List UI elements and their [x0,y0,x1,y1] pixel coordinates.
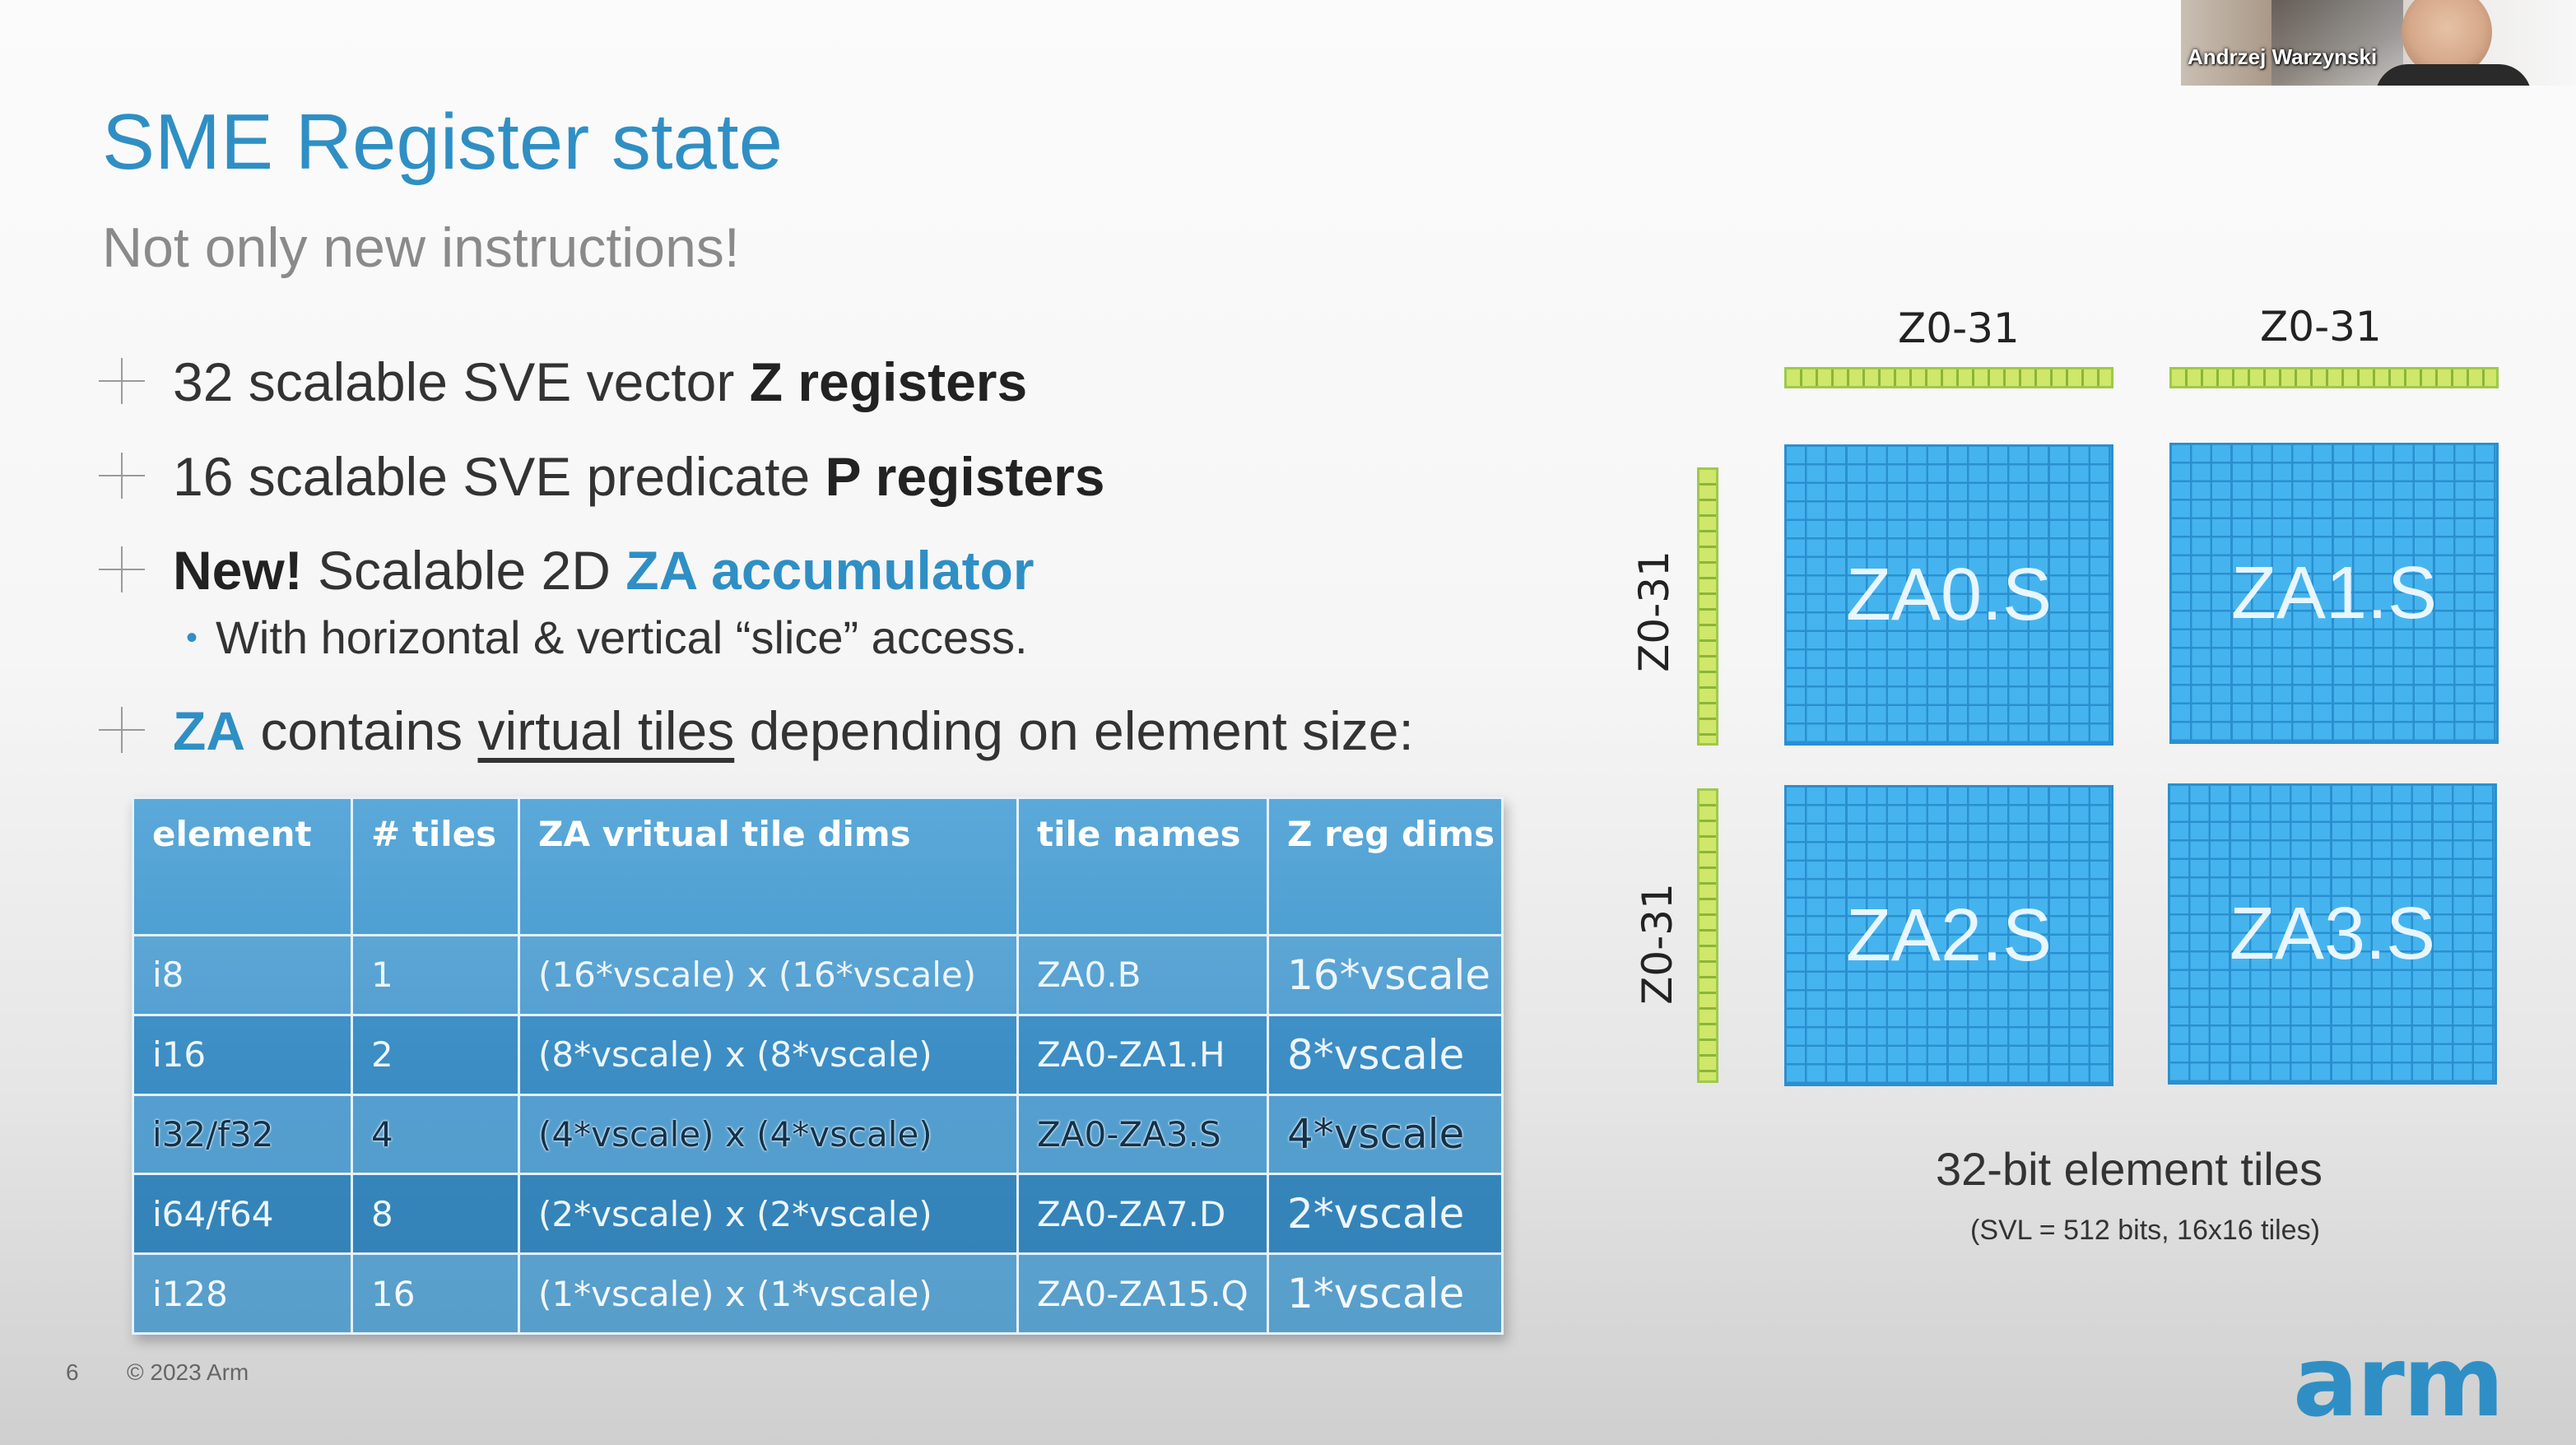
z-register-label-left-top: Z0-31 [1630,551,1678,672]
plus-bullet-icon [99,453,145,499]
tile-label: ZA3.S [2229,892,2436,975]
sub-bullet-slice-access: • With horizontal & vertical “slice” acce… [186,611,1028,664]
bullet-text: contains [244,700,478,761]
column-header: element [132,797,353,936]
table-cell: (8*vscale) x (8*vscale) [518,1013,1019,1096]
bullet-virtual-tiles: ZA contains virtual tiles depending on e… [99,699,1414,762]
table-cell: 2 [351,1013,520,1096]
table-cell: i32/f32 [132,1093,353,1176]
plus-bullet-icon [99,358,145,404]
table-cell: ZA0.B [1016,934,1269,1016]
tile-label: ZA2.S [1845,894,2053,977]
arm-logo: arm [2293,1325,2504,1438]
table-cell: i64/f64 [132,1173,353,1256]
table-cell: 1*vscale [1267,1252,1504,1335]
za-tile-2: ZA2.S [1784,785,2113,1086]
table-cell: 8 [351,1173,520,1256]
table-cell: 16*vscale [1267,934,1504,1016]
copyright-text: © 2023 Arm [127,1359,249,1385]
bullet-za-accumulator: New! Scalable 2D ZA accumulator [99,539,1035,602]
z-register-bar-left-top [1697,467,1718,746]
page-number: 6 [66,1359,79,1385]
table-header-row: element # tiles ZA vritual tile dims til… [132,797,1504,936]
bullet-bold-text: P registers [825,446,1105,507]
z-register-label-left-bottom: Z0-31 [1633,883,1681,1005]
dot-bullet-icon: • [186,620,198,656]
column-header: tile names [1016,797,1269,936]
bullet-highlight-text: ZA accumulator [625,540,1035,601]
table-row: i128 16 (1*vscale) x (1*vscale) ZA0-ZA15… [132,1252,1504,1335]
table-row: i32/f32 4 (4*vscale) x (4*vscale) ZA0-ZA… [132,1093,1504,1176]
table-cell: (4*vscale) x (4*vscale) [518,1093,1019,1176]
table-cell: 16 [351,1252,520,1335]
table-cell: 4*vscale [1267,1093,1504,1176]
table-cell: 1 [351,934,520,1016]
bullet-text: Scalable 2D [302,540,626,601]
table-cell: i16 [132,1013,353,1096]
bullet-highlight-text: ZA [173,700,245,761]
table-cell: ZA0-ZA15.Q [1016,1252,1269,1335]
presenter-name-label: Andrzej Warzynski [2188,44,2378,69]
table-cell: ZA0-ZA1.H [1016,1013,1269,1096]
z-register-bar-top-right [2169,367,2499,388]
table-row: i16 2 (8*vscale) x (8*vscale) ZA0-ZA1.H … [132,1013,1504,1096]
table-cell: 4 [351,1093,520,1176]
webcam-background [2271,0,2403,86]
table-cell: 8*vscale [1267,1013,1504,1096]
za-tile-0: ZA0.S [1784,444,2113,746]
z-register-bar-top-left [1784,367,2113,388]
table-row: i8 1 (16*vscale) x (16*vscale) ZA0.B 16*… [132,934,1504,1016]
diagram-caption: 32-bit element tiles [1936,1143,2323,1195]
table-cell: ZA0-ZA7.D [1016,1173,1269,1256]
table-cell: i128 [132,1252,353,1335]
bullet-text: 32 scalable SVE vector [173,351,750,412]
table-cell: (2*vscale) x (2*vscale) [518,1173,1019,1256]
za-tile-1: ZA1.S [2169,443,2499,744]
table-cell: i8 [132,934,353,1016]
table-cell: (16*vscale) x (16*vscale) [518,934,1019,1016]
bullet-text: depending on element size: [734,700,1414,761]
slide-title: SME Register state [102,98,783,186]
column-header: ZA vritual tile dims [518,797,1019,936]
z-register-bar-left-bottom [1697,788,1718,1083]
bullet-new-label: New! [173,540,303,601]
bullet-text: 16 scalable SVE predicate [173,446,825,507]
z-register-label-top-right: Z0-31 [2260,303,2382,351]
bullet-p-registers: 16 scalable SVE predicate P registers [99,445,1104,508]
table-cell: 2*vscale [1267,1173,1504,1256]
tile-label: ZA1.S [2230,551,2438,634]
bullet-bold-text: Z registers [749,351,1028,412]
slide-subtitle: Not only new instructions! [102,216,740,279]
plus-bullet-icon [99,707,145,753]
presenter-webcam-video[interactable]: Andrzej Warzynski [2181,0,2576,86]
za-tile-3: ZA3.S [2168,783,2497,1085]
column-header: Z reg dims [1267,797,1504,936]
table-cell: ZA0-ZA3.S [1016,1093,1269,1176]
diagram-caption-detail: (SVL = 512 bits, 16x16 tiles) [1970,1215,2320,1246]
bullet-z-registers: 32 scalable SVE vector Z registers [99,351,1027,413]
tile-label: ZA0.S [1845,553,2053,636]
column-header: # tiles [351,797,520,936]
za-tile-table: element # tiles ZA vritual tile dims til… [132,797,1504,1335]
sub-bullet-text: With horizontal & vertical “slice” acces… [216,611,1028,663]
z-register-label-top-left: Z0-31 [1898,304,2020,352]
table-cell: (1*vscale) x (1*vscale) [518,1252,1019,1335]
table-row: i64/f64 8 (2*vscale) x (2*vscale) ZA0-ZA… [132,1173,1504,1256]
presenter-shirt [2375,64,2532,86]
bullet-underlined-text: virtual tiles [477,700,735,761]
plus-bullet-icon [99,546,145,592]
